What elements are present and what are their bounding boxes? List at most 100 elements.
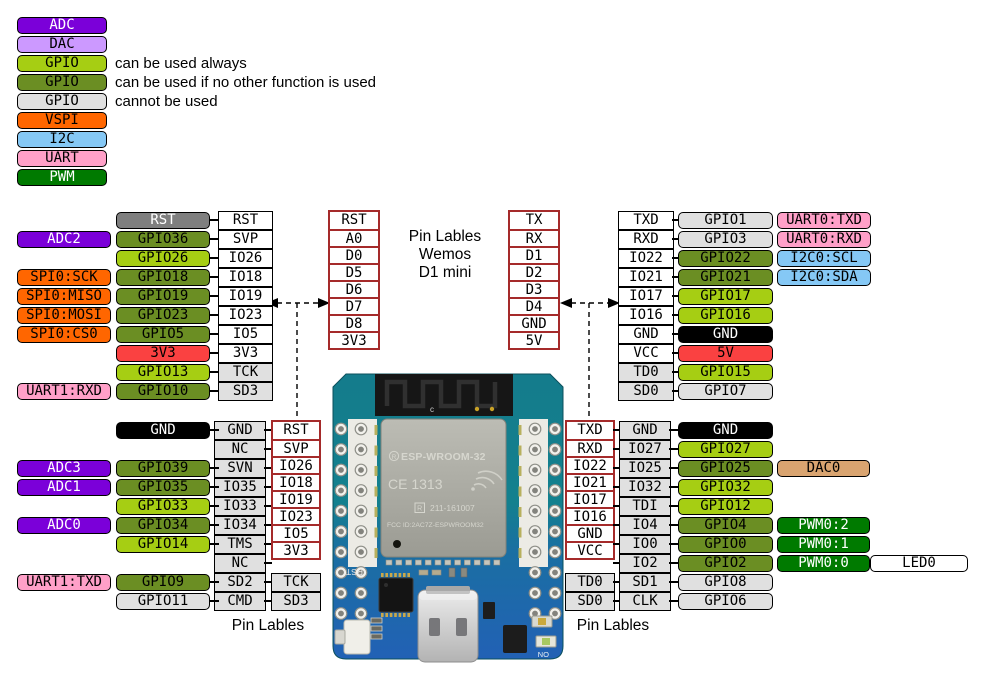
rst-silkscreen: RST	[346, 567, 363, 577]
top-right-gpio-gpio17: GPIO17	[678, 288, 773, 305]
connector-line	[264, 448, 272, 450]
connector-line	[613, 448, 620, 450]
top-left-gpio-gpio36: GPIO36	[116, 231, 210, 248]
pin-hole-center	[358, 569, 364, 576]
top-right-pin-io16: IO16	[618, 306, 674, 325]
bottom-right-tail-sd0: SD0	[565, 592, 615, 611]
top-left-gpio-gpio10: GPIO10	[116, 383, 210, 400]
silkscreen-label	[518, 466, 522, 476]
bottom-right-func-pwm0-0: PWM0:0	[777, 555, 870, 572]
wemos-pin-labels-top-right-cell-rx: RX	[510, 229, 558, 247]
bottom-right-func-pwm0-1: PWM0:1	[777, 536, 870, 553]
bottom-left-func-uart1-txd: UART1:TXD	[17, 574, 111, 591]
pin-hole-center	[552, 528, 558, 535]
connector-line	[264, 505, 272, 507]
top-left-pin-io26: IO26	[218, 249, 273, 268]
shield-dot	[393, 540, 401, 548]
bottom-right-led-led0: LED0	[870, 555, 968, 572]
cert-mark-box	[414, 502, 425, 513]
antenna-mark: c	[430, 405, 434, 414]
connector-line	[209, 219, 219, 221]
pin-hole-center	[552, 610, 558, 617]
connector-line	[264, 581, 272, 583]
connector-line	[613, 543, 620, 545]
connector-line	[669, 486, 679, 488]
top-right-gpio-gpio21: GPIO21	[678, 269, 773, 286]
pin-hole-center	[338, 446, 344, 453]
connector-line	[613, 562, 620, 564]
bottom-right-gpio-gpio2: GPIO2	[678, 555, 773, 572]
wemos-pin-labels-bottom-right-cell-vcc: VCC	[567, 541, 613, 559]
silkscreen-label	[518, 527, 522, 538]
pin-hole-center	[532, 446, 538, 453]
wemos-pin-labels-bottom-right-cell-io17: IO17	[567, 490, 613, 508]
connector-line	[669, 505, 679, 507]
pin-hole-center	[338, 528, 344, 535]
module-pad	[405, 559, 412, 566]
connector-line	[264, 524, 272, 526]
top-left-gpio-gpio26: GPIO26	[116, 250, 210, 267]
connector-line	[672, 390, 679, 392]
pin-hole-center	[338, 467, 344, 473]
wemos-pin-labels-top-left-cell-d5: D5	[330, 263, 378, 281]
connector-line	[672, 257, 679, 259]
connector-line	[209, 390, 219, 392]
legend-badge-vspi-5: VSPI	[17, 112, 107, 129]
bottom-left-tail-tck: TCK	[271, 573, 321, 592]
top-left-gpio-gpio23: GPIO23	[116, 307, 210, 324]
top-right-pin-vcc: VCC	[618, 344, 674, 363]
antenna-test-pad	[474, 406, 480, 412]
bottom-left-pin-io34: IO34	[214, 516, 266, 535]
top-left-func-spi0-miso: SPI0:MISO	[17, 288, 111, 305]
pin-hole-center	[358, 610, 364, 617]
connector-line	[209, 429, 219, 431]
pin-hole-center	[552, 590, 558, 596]
wemos-pin-labels-top-right-cell-5v: 5V	[510, 331, 558, 349]
fcc-id: FCC ID:2AC7Z-ESPWROOM32	[387, 522, 484, 529]
wemos-pin-labels-bottom-left-cell-io19: IO19	[273, 490, 319, 508]
chip-pin	[398, 573, 402, 577]
center-title-line1: Pin Lables	[408, 228, 482, 245]
pin-hole-center	[552, 508, 558, 514]
silkscreen-label	[374, 548, 378, 558]
pin-hole-center	[338, 426, 344, 432]
top-left-func-uart1-rxd: UART1:RXD	[17, 383, 111, 400]
chip-pin	[407, 613, 410, 617]
silkscreen-label	[374, 527, 378, 538]
pin-hole-center	[358, 487, 364, 494]
connector-line	[669, 524, 679, 526]
top-right-gpio-gpio15: GPIO15	[678, 364, 773, 381]
passive-components	[370, 567, 468, 640]
legend-desc-4: cannot be used	[115, 93, 218, 110]
chip-pin	[385, 613, 388, 617]
top-left-gpio-gpio5: GPIO5	[116, 326, 210, 343]
pin-hole-center	[532, 508, 538, 514]
wemos-pin-labels-top-left-cell-a0: A0	[330, 229, 378, 247]
wemos-pin-labels-bottom-left-cell-io18: IO18	[273, 473, 319, 491]
connector-line	[672, 352, 679, 354]
legend-badge-uart-7: UART	[17, 150, 107, 167]
top-right-gpio-gnd: GND	[678, 326, 773, 343]
top-left-gpio-gpio18: GPIO18	[116, 269, 210, 286]
pin-hole-center	[532, 487, 538, 494]
bottom-left-pin-nc: NC	[214, 440, 266, 459]
chip-pin	[403, 613, 406, 617]
pin-hole-center	[532, 528, 538, 535]
wemos-pin-labels-bottom-right-cell-io22: IO22	[567, 456, 613, 474]
bottom-right-title: Pin Lables	[576, 617, 650, 634]
reset-button	[334, 619, 371, 655]
bottom-right-gpio-gpio4: GPIO4	[678, 517, 773, 534]
bottom-right-gpio-gnd: GND	[678, 422, 773, 439]
bottom-left-gpio-gpio33: GPIO33	[116, 498, 210, 515]
silkscreen-label	[518, 425, 522, 435]
pin-hole-center	[552, 487, 558, 494]
chip-pin	[394, 573, 397, 577]
connector-line	[672, 333, 679, 335]
wemos-pin-labels-bottom-left-cell-svp: SVP	[273, 439, 319, 457]
connector-line	[672, 219, 679, 221]
legend-badge-adc-0: ADC	[17, 17, 107, 34]
top-left-gpio-3v3: 3V3	[116, 345, 210, 362]
connector-line	[669, 448, 679, 450]
chip-pin	[389, 613, 393, 617]
module-pad	[415, 559, 422, 566]
